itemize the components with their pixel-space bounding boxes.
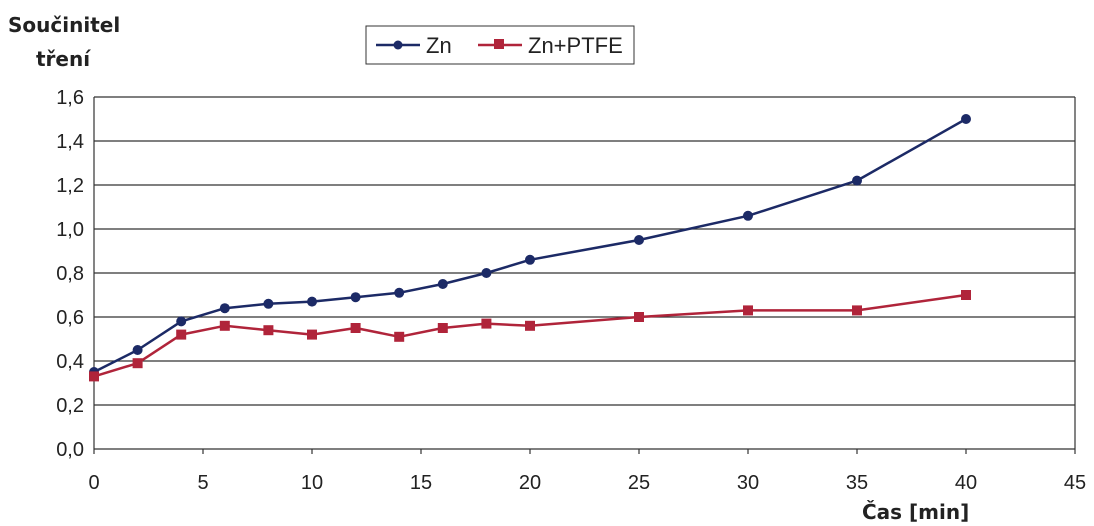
data-point-znptfe <box>961 290 971 300</box>
legend-label-znptfe: Zn+PTFE <box>528 33 623 58</box>
data-point-zn <box>437 279 448 289</box>
x-tick-label: 5 <box>197 472 208 494</box>
y-tick-labels: 0,0 0,2 0,4 0,6 0,8 1,0 1,2 1,4 1,6 <box>56 87 84 461</box>
data-point-znptfe <box>307 329 317 340</box>
legend-marker-znptfe <box>494 39 504 49</box>
y-tick-label: 0,4 <box>56 351 84 373</box>
x-tick-label: 10 <box>301 472 323 494</box>
grid <box>93 96 1076 454</box>
y-tick-label: 1,2 <box>56 175 84 197</box>
data-point-zn <box>634 235 644 245</box>
legend-label-zn: Zn <box>426 33 452 58</box>
x-axis-label: Čas [min] <box>862 500 969 524</box>
x-tick-label: 25 <box>628 472 650 494</box>
y-tick-label: 0,0 <box>56 439 84 461</box>
data-point-znptfe <box>219 320 230 331</box>
series-layer <box>89 114 971 382</box>
data-point-znptfe <box>634 312 644 322</box>
y-axis-label-line1: Součinitel <box>8 13 120 37</box>
x-tick-label: 40 <box>955 472 977 494</box>
y-axis-label-line2: tření <box>36 47 91 71</box>
data-point-znptfe <box>263 325 274 336</box>
x-tick-label: 20 <box>519 472 541 494</box>
x-tick-label: 30 <box>737 472 759 494</box>
data-point-znptfe <box>481 318 492 329</box>
data-point-zn <box>394 287 405 298</box>
data-point-zn <box>132 345 143 355</box>
data-point-zn <box>176 316 187 327</box>
data-point-zn <box>307 296 317 307</box>
data-point-zn <box>852 175 862 186</box>
data-point-zn <box>350 292 361 303</box>
y-tick-label: 0,6 <box>56 307 84 329</box>
legend: Zn Zn+PTFE <box>365 25 635 65</box>
data-point-znptfe <box>525 320 535 331</box>
data-point-znptfe <box>852 305 862 316</box>
x-tick-label: 0 <box>88 472 99 494</box>
data-point-znptfe <box>176 329 187 340</box>
legend-marker-zn <box>393 40 403 50</box>
x-tick-labels: 0 5 10 15 20 25 30 35 40 45 <box>88 472 1086 494</box>
data-point-zn <box>961 114 971 124</box>
data-point-znptfe <box>437 323 448 333</box>
data-point-zn <box>263 298 274 309</box>
data-point-znptfe <box>89 371 99 382</box>
data-point-zn <box>481 268 492 278</box>
data-point-znptfe <box>743 305 753 316</box>
data-point-znptfe <box>132 358 143 369</box>
y-tick-label: 1,0 <box>56 219 84 241</box>
series-line-zn <box>93 117 967 374</box>
y-tick-label: 1,4 <box>56 131 84 153</box>
data-point-znptfe <box>394 331 405 342</box>
y-tick-label: 0,2 <box>56 395 84 417</box>
data-point-zn <box>525 254 535 265</box>
x-tick-label: 35 <box>846 472 868 494</box>
x-tick-label: 45 <box>1064 472 1086 494</box>
data-point-zn <box>743 210 753 221</box>
data-point-znptfe <box>350 323 361 333</box>
y-tick-label: 0,8 <box>56 263 84 285</box>
y-tick-label: 1,6 <box>56 87 84 109</box>
data-point-zn <box>219 303 230 314</box>
x-tick-label: 15 <box>410 472 432 494</box>
